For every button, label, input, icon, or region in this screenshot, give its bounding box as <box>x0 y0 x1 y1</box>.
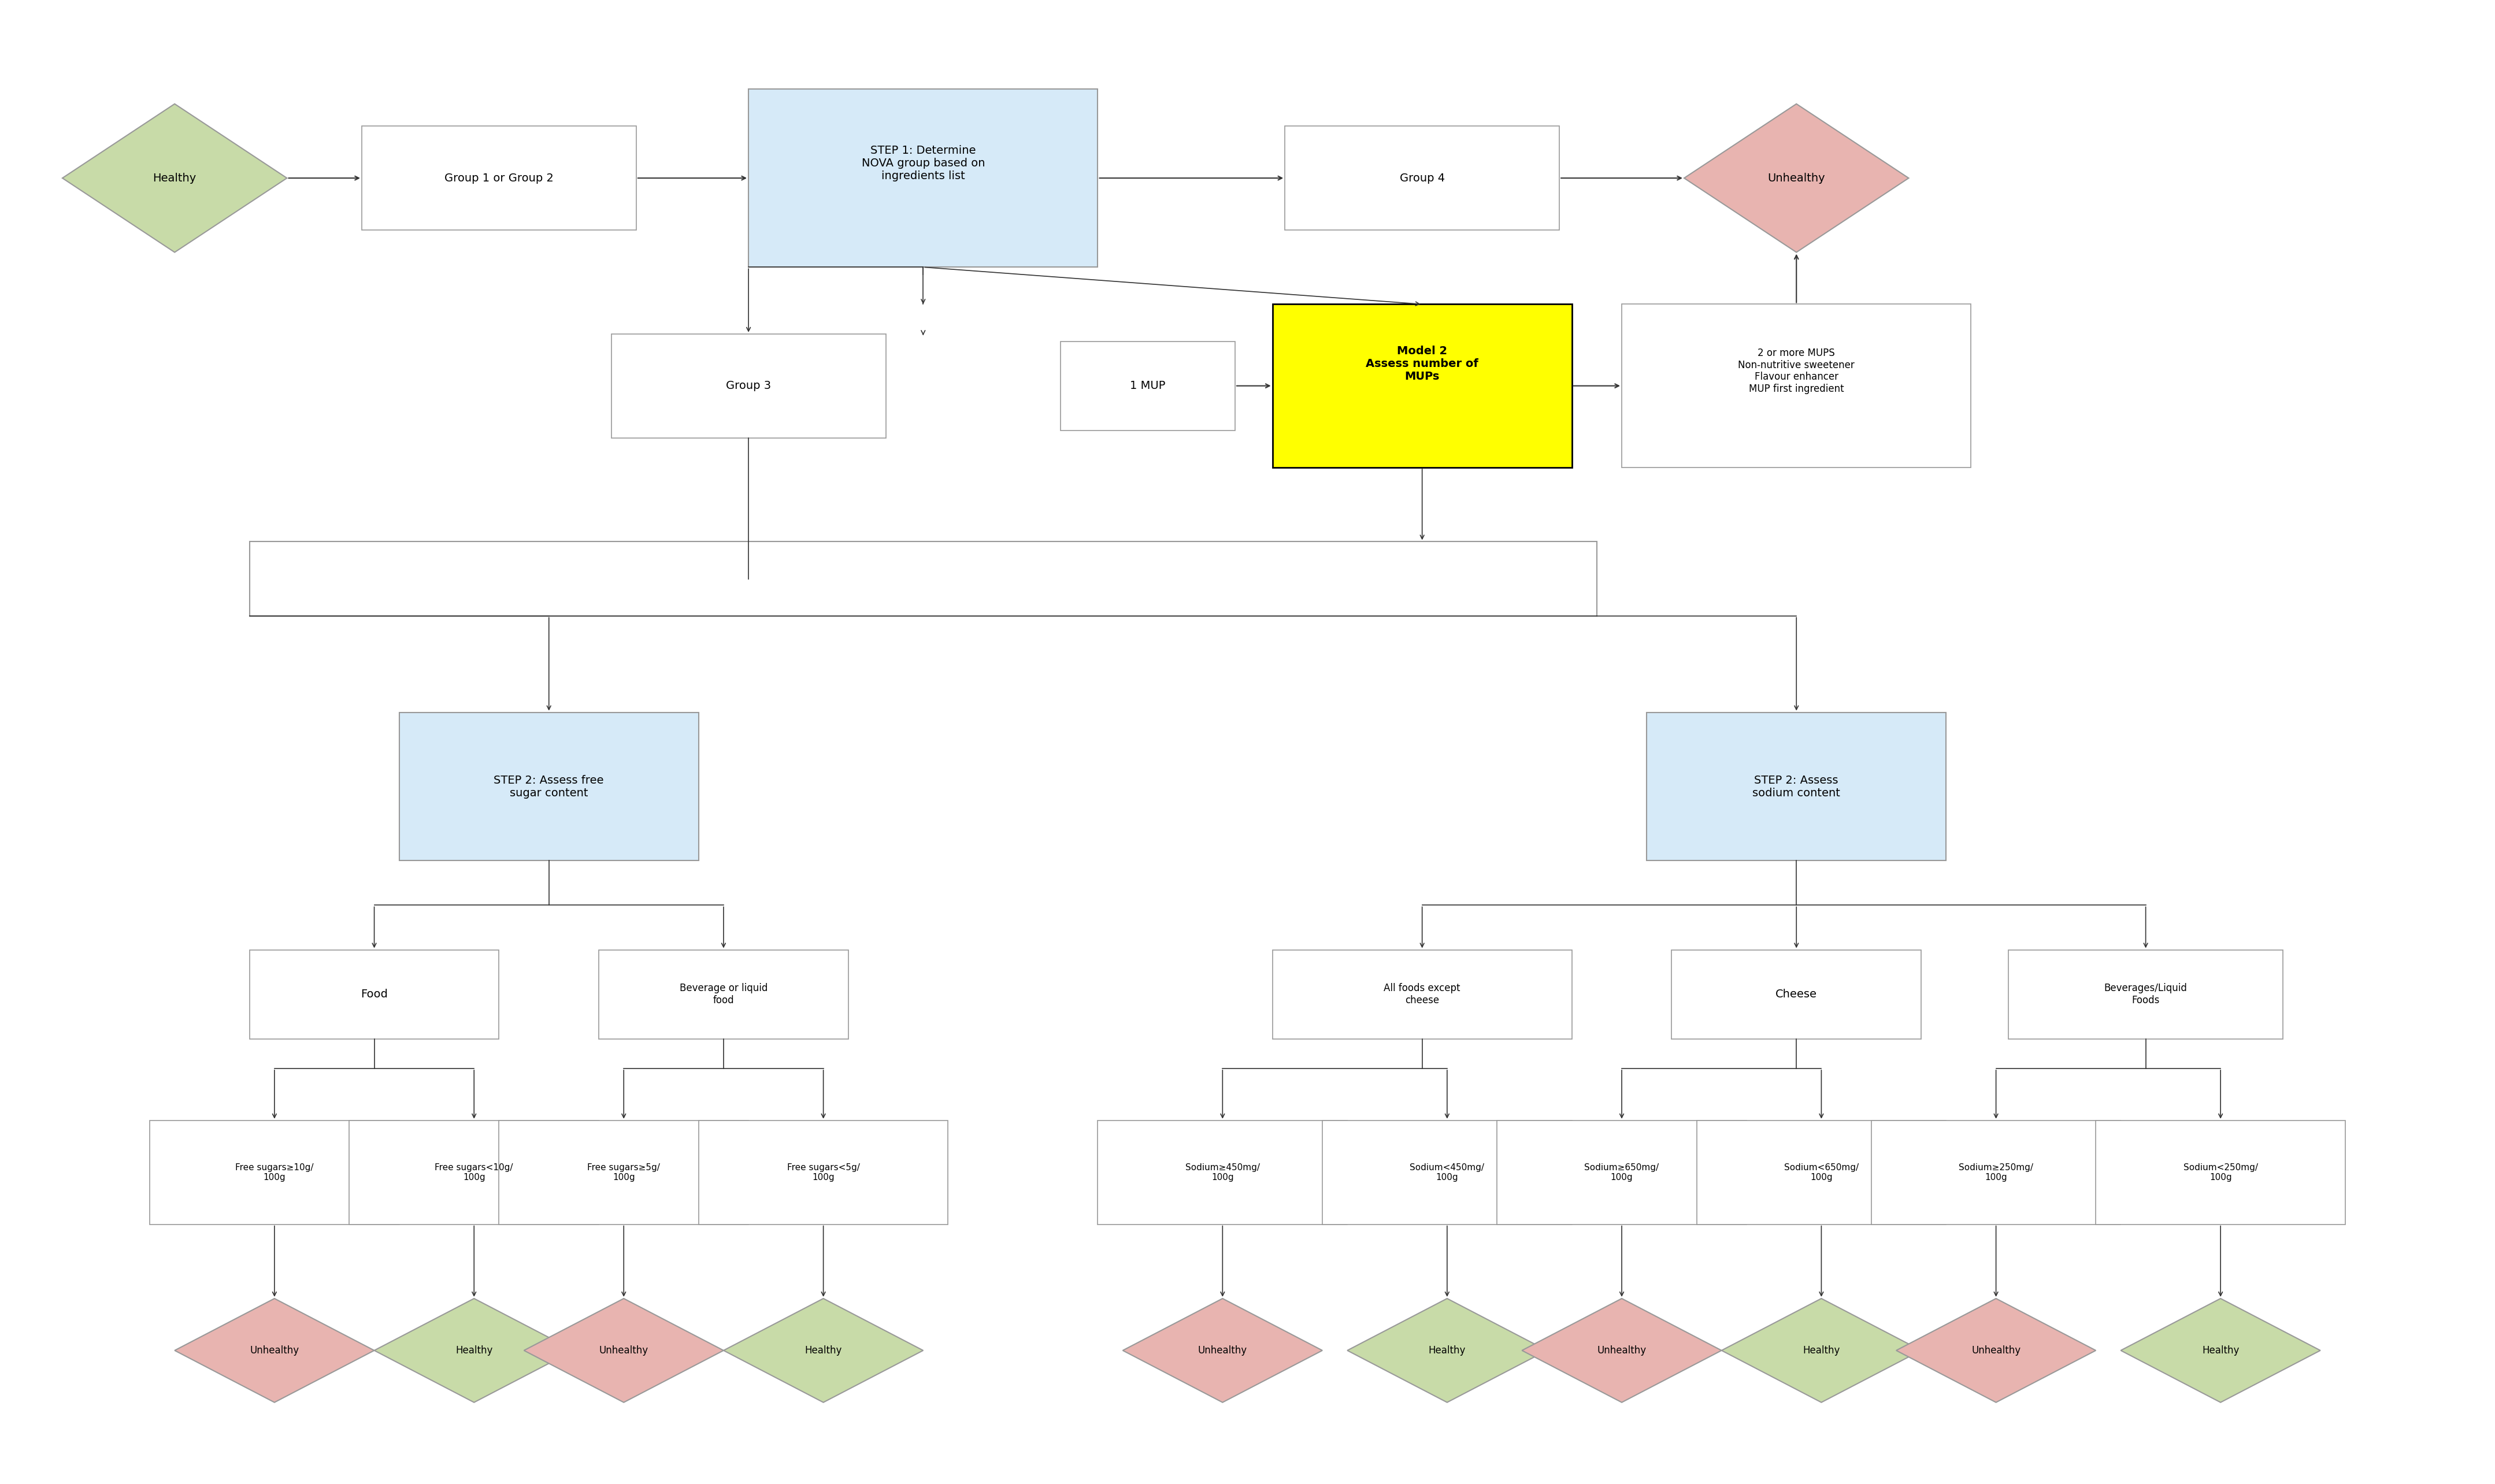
FancyBboxPatch shape <box>362 126 636 230</box>
Text: Beverages/Liquid
Foods: Beverages/Liquid Foods <box>2103 982 2188 1006</box>
FancyBboxPatch shape <box>699 1120 948 1224</box>
Text: Sodium≥650mg/
100g: Sodium≥650mg/ 100g <box>1584 1163 1659 1181</box>
Text: Sodium≥250mg/
100g: Sodium≥250mg/ 100g <box>1959 1163 2033 1181</box>
FancyBboxPatch shape <box>748 89 1098 267</box>
FancyBboxPatch shape <box>1672 950 1921 1039</box>
FancyBboxPatch shape <box>2008 950 2283 1039</box>
Text: Food: Food <box>362 988 387 1000</box>
FancyBboxPatch shape <box>1060 341 1235 430</box>
Text: Sodium<250mg/
100g: Sodium<250mg/ 100g <box>2183 1163 2258 1181</box>
FancyBboxPatch shape <box>349 1120 599 1224</box>
Text: Free sugars≥5g/
100g: Free sugars≥5g/ 100g <box>586 1163 661 1181</box>
Text: Cheese: Cheese <box>1776 988 1816 1000</box>
Text: Sodium<450mg/
100g: Sodium<450mg/ 100g <box>1410 1163 1485 1181</box>
Text: Free sugars<10g/
100g: Free sugars<10g/ 100g <box>434 1163 514 1181</box>
Text: Group 3: Group 3 <box>726 380 771 392</box>
Text: STEP 2: Assess free
sugar content: STEP 2: Assess free sugar content <box>494 775 604 798</box>
Polygon shape <box>175 1298 374 1402</box>
Text: Healthy: Healthy <box>1430 1345 1465 1356</box>
Polygon shape <box>374 1298 574 1402</box>
FancyBboxPatch shape <box>611 334 886 438</box>
FancyBboxPatch shape <box>250 542 1597 616</box>
FancyBboxPatch shape <box>1497 1120 1746 1224</box>
FancyBboxPatch shape <box>1871 1120 2121 1224</box>
Text: Group 1 or Group 2: Group 1 or Group 2 <box>444 172 554 184</box>
Text: 1 MUP: 1 MUP <box>1130 380 1165 392</box>
Text: Free sugars≥10g/
100g: Free sugars≥10g/ 100g <box>235 1163 314 1181</box>
Text: All foods except
cheese: All foods except cheese <box>1385 982 1460 1006</box>
Polygon shape <box>1347 1298 1547 1402</box>
Text: Free sugars<5g/
100g: Free sugars<5g/ 100g <box>786 1163 861 1181</box>
Text: Sodium≥450mg/
100g: Sodium≥450mg/ 100g <box>1185 1163 1260 1181</box>
Text: Unhealthy: Unhealthy <box>250 1345 299 1356</box>
FancyBboxPatch shape <box>1272 304 1572 467</box>
FancyBboxPatch shape <box>2096 1120 2345 1224</box>
Polygon shape <box>1123 1298 1322 1402</box>
Polygon shape <box>2121 1298 2320 1402</box>
FancyBboxPatch shape <box>1622 304 1971 467</box>
Text: 2 or more MUPS
Non-nutritive sweetener
Flavour enhancer
MUP first ingredient: 2 or more MUPS Non-nutritive sweetener F… <box>1739 347 1854 395</box>
Polygon shape <box>524 1298 724 1402</box>
FancyBboxPatch shape <box>599 950 848 1039</box>
Polygon shape <box>62 104 287 252</box>
FancyBboxPatch shape <box>1647 712 1946 861</box>
Text: Healthy: Healthy <box>152 172 197 184</box>
Text: Unhealthy: Unhealthy <box>1198 1345 1247 1356</box>
Text: Healthy: Healthy <box>457 1345 492 1356</box>
Text: STEP 1: Determine
NOVA group based on
ingredients list: STEP 1: Determine NOVA group based on in… <box>861 145 986 181</box>
Text: STEP 2: Assess
sodium content: STEP 2: Assess sodium content <box>1751 775 1841 798</box>
Text: Healthy: Healthy <box>1804 1345 1839 1356</box>
Polygon shape <box>1522 1298 1722 1402</box>
Text: Healthy: Healthy <box>806 1345 841 1356</box>
FancyBboxPatch shape <box>1697 1120 1946 1224</box>
Text: Sodium<650mg/
100g: Sodium<650mg/ 100g <box>1784 1163 1859 1181</box>
FancyBboxPatch shape <box>1285 126 1559 230</box>
Text: Healthy: Healthy <box>2203 1345 2238 1356</box>
Text: Unhealthy: Unhealthy <box>1597 1345 1647 1356</box>
Polygon shape <box>724 1298 923 1402</box>
Polygon shape <box>1722 1298 1921 1402</box>
FancyBboxPatch shape <box>399 712 699 861</box>
Text: Model 2
Assess number of
MUPs: Model 2 Assess number of MUPs <box>1365 346 1480 381</box>
FancyBboxPatch shape <box>499 1120 748 1224</box>
Polygon shape <box>1684 104 1909 252</box>
FancyBboxPatch shape <box>1098 1120 1347 1224</box>
Text: Unhealthy: Unhealthy <box>599 1345 649 1356</box>
Text: Unhealthy: Unhealthy <box>1971 1345 2021 1356</box>
Polygon shape <box>1896 1298 2096 1402</box>
FancyBboxPatch shape <box>1272 950 1572 1039</box>
Text: Group 4: Group 4 <box>1400 172 1445 184</box>
Text: Unhealthy: Unhealthy <box>1766 172 1826 184</box>
FancyBboxPatch shape <box>250 950 499 1039</box>
FancyBboxPatch shape <box>1322 1120 1572 1224</box>
Text: Beverage or liquid
food: Beverage or liquid food <box>679 982 768 1006</box>
FancyBboxPatch shape <box>150 1120 399 1224</box>
